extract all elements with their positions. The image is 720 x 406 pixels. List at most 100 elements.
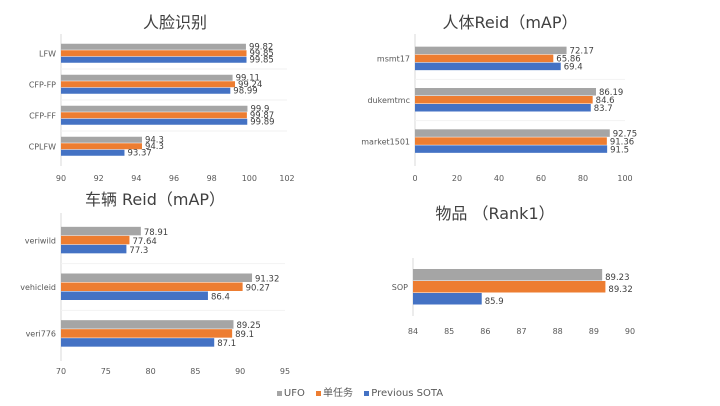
legend: UFO 单任务 Previous SOTA xyxy=(0,384,720,399)
data-label: 90.27 xyxy=(246,284,270,294)
x-tick-label: 60 xyxy=(536,174,546,183)
category-label: veri776 xyxy=(26,330,56,339)
bar xyxy=(413,281,606,293)
bar xyxy=(415,104,591,112)
data-label: 65.86 xyxy=(556,55,580,65)
data-label: 77.64 xyxy=(132,237,156,247)
data-label: 99.85 xyxy=(250,55,274,65)
x-tick-label: 94 xyxy=(131,174,141,183)
x-tick-label: 84 xyxy=(408,327,418,336)
bar xyxy=(61,143,142,150)
x-tick-label: 89 xyxy=(589,327,599,336)
legend-label-ufo: UFO xyxy=(283,388,305,399)
data-label: 92.75 xyxy=(613,129,637,139)
data-label: 69.4 xyxy=(564,63,583,73)
x-tick-label: 95 xyxy=(280,367,290,376)
data-label: 85.9 xyxy=(485,297,504,307)
data-label: 78.91 xyxy=(144,228,168,238)
x-tick-label: 40 xyxy=(494,174,504,183)
bar xyxy=(61,282,243,291)
category-label: market1501 xyxy=(361,137,410,146)
bar xyxy=(61,50,247,57)
x-tick-label: 86 xyxy=(480,327,490,336)
data-label: 99.24 xyxy=(238,80,262,90)
bar xyxy=(415,137,607,145)
legend-label-previous-sota: Previous SOTA xyxy=(371,388,444,399)
bar xyxy=(415,145,608,153)
bar xyxy=(61,74,233,81)
data-label: 99.82 xyxy=(249,42,273,52)
data-label: 99.9 xyxy=(250,104,269,114)
x-tick-label: 92 xyxy=(94,174,104,183)
bar xyxy=(61,226,141,236)
chart-title: 人体Reid（mAP） xyxy=(442,13,577,32)
category-label: CFP-FF xyxy=(29,112,56,121)
bar xyxy=(415,88,596,96)
data-label: 91.5 xyxy=(610,145,629,155)
category-label: LFW xyxy=(39,50,56,59)
category-label: dukemtmc xyxy=(367,96,410,105)
category-label: veriwild xyxy=(25,236,56,245)
category-label: CFP-FP xyxy=(29,81,56,90)
category-label: msmt17 xyxy=(377,55,410,64)
bar xyxy=(413,293,482,305)
bar xyxy=(61,291,208,300)
x-tick-label: 80 xyxy=(146,367,156,376)
x-tick-label: 0 xyxy=(412,174,417,183)
bar xyxy=(61,56,247,63)
bar xyxy=(61,244,127,254)
x-tick-label: 100 xyxy=(617,174,632,183)
data-label: 91.32 xyxy=(255,275,279,285)
x-tick-label: 75 xyxy=(101,367,111,376)
bar xyxy=(415,46,567,55)
x-tick-label: 20 xyxy=(452,174,462,183)
bar xyxy=(413,269,603,281)
bar xyxy=(61,112,247,119)
bar xyxy=(61,87,231,94)
bar xyxy=(415,129,610,137)
bar xyxy=(61,338,215,347)
bar xyxy=(61,149,125,156)
x-tick-label: 85 xyxy=(190,367,200,376)
chart-title: 人脸识别 xyxy=(143,13,207,32)
legend-swatch-single-task xyxy=(316,390,322,396)
x-tick-label: 87 xyxy=(516,327,526,336)
data-label: 94.3 xyxy=(145,135,164,145)
x-tick-label: 90 xyxy=(56,174,66,183)
category-label: CPLFW xyxy=(29,143,56,152)
data-label: 99.11 xyxy=(236,73,260,83)
data-label: 89.32 xyxy=(608,285,632,295)
bar xyxy=(61,118,248,125)
bar xyxy=(415,62,561,71)
category-label: vehicleid xyxy=(20,283,56,292)
data-label: 77.3 xyxy=(129,246,148,256)
legend-swatch-previous-sota xyxy=(364,390,370,396)
chart-title: 车辆 Reid（mAP） xyxy=(85,190,225,209)
data-label: 91.36 xyxy=(610,137,634,147)
data-label: 89.25 xyxy=(236,321,260,331)
bar xyxy=(415,96,593,104)
data-label: 83.7 xyxy=(594,104,613,114)
data-label: 99.89 xyxy=(250,117,274,127)
bar xyxy=(61,136,142,143)
legend-label-single-task: 单任务 xyxy=(323,388,354,399)
data-label: 87.1 xyxy=(217,339,236,349)
data-label: 86.4 xyxy=(211,293,230,303)
x-tick-label: 102 xyxy=(279,174,294,183)
bar xyxy=(61,43,246,50)
category-label: SOP xyxy=(392,283,408,292)
x-tick-label: 70 xyxy=(56,367,66,376)
data-label: 89.23 xyxy=(605,273,629,283)
chart-title: 物品 （Rank1） xyxy=(435,204,554,223)
legend-item-previous-sota: Previous SOTA xyxy=(364,388,443,399)
x-tick-label: 85 xyxy=(444,327,454,336)
x-tick-label: 80 xyxy=(578,174,588,183)
x-tick-label: 98 xyxy=(207,174,217,183)
bar xyxy=(61,329,233,338)
legend-item-single-task: 单任务 xyxy=(316,388,353,399)
bar xyxy=(61,320,234,329)
data-label: 86.19 xyxy=(599,88,623,98)
legend-swatch-ufo xyxy=(276,390,282,396)
data-label: 89.1 xyxy=(235,330,254,340)
